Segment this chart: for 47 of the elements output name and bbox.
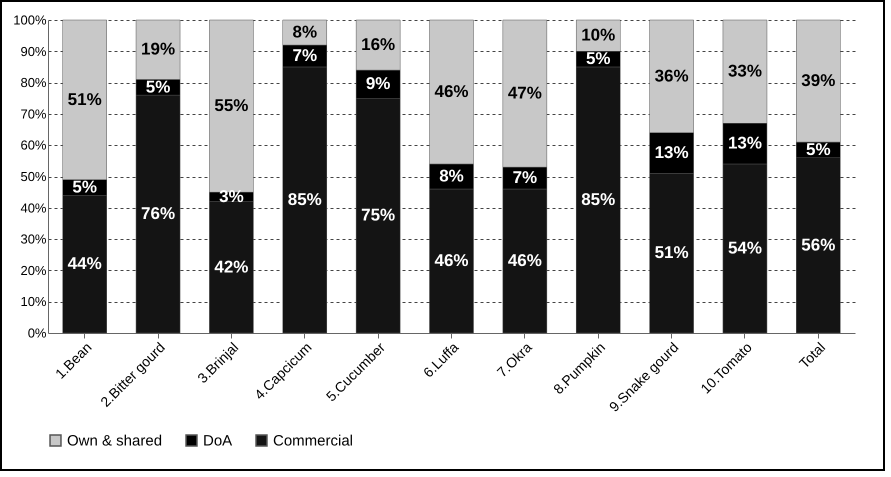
data-label: 33% [728,62,762,81]
data-label: 36% [654,66,689,86]
data-label: 8% [292,22,318,42]
data-label: 51% [654,243,689,262]
data-label: 7% [292,46,318,65]
data-label: 46% [508,251,542,270]
data-label: 42% [214,257,248,276]
data-label: 3% [219,186,244,206]
data-label: 85% [288,190,322,209]
data-label: 5% [806,140,831,159]
legend-label: Commercial [273,432,354,450]
data-label: 5% [586,49,611,68]
legend-label: Own & shared [67,432,162,450]
data-label: 46% [434,251,469,270]
y-tick-label: 90% [20,44,47,59]
data-label: 46% [434,82,469,101]
data-label: 55% [214,96,248,116]
y-tick-label: 50% [20,169,47,184]
data-label: 39% [801,71,836,90]
data-label: 13% [654,143,689,162]
data-label: 16% [361,35,396,54]
y-tick-label: 40% [20,200,47,216]
data-label: 5% [72,177,97,196]
y-tick-label: 20% [20,262,47,278]
data-label: 56% [801,235,836,254]
y-tick-label: 30% [20,232,47,247]
data-label: 75% [361,206,396,225]
data-label: 5% [146,77,170,96]
data-label: 13% [728,134,762,153]
data-label: 8% [439,166,464,186]
data-label: 85% [581,190,616,209]
y-tick-label: 0% [28,326,47,340]
y-tick-label: 60% [20,138,47,153]
data-label: 10% [581,26,616,45]
data-label: 7% [512,168,538,188]
y-tick-label: 70% [20,106,47,122]
legend-label: DoA [203,432,232,450]
y-tick-label: 10% [20,294,47,310]
data-label: 54% [728,238,762,258]
y-tick-label: 80% [20,75,47,90]
data-label: 47% [508,84,542,103]
data-label: 9% [366,74,390,94]
data-label: 76% [141,204,176,224]
data-label: 19% [141,40,176,59]
data-label: 44% [68,254,102,274]
data-label: 51% [68,90,102,109]
y-tick-label: 100% [13,12,47,28]
